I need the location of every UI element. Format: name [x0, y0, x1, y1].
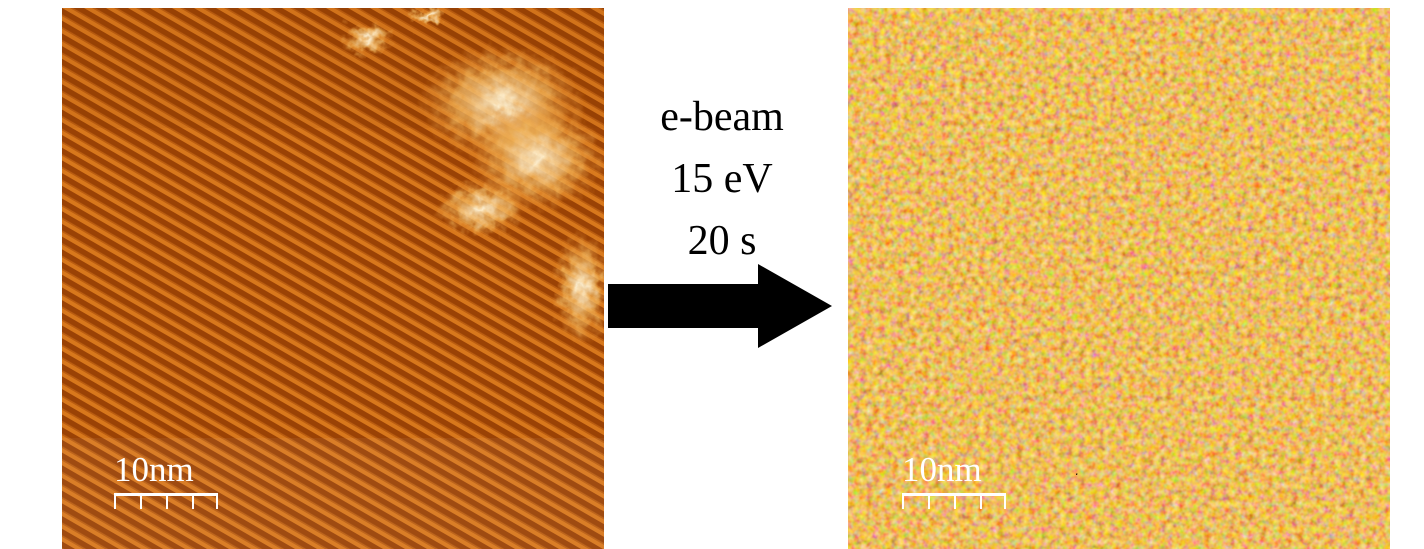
- stm-image-before-graphic: [62, 8, 604, 549]
- scale-bar-label-after: 10nm: [902, 450, 982, 489]
- process-method: e-beam: [660, 94, 784, 140]
- scale-bar-tick: [1004, 493, 1006, 509]
- scale-bar-tick: [140, 493, 142, 509]
- scale-bar-tick: [954, 493, 956, 509]
- process-energy: 15 eV: [671, 156, 773, 202]
- scale-bar-tick: [216, 493, 218, 509]
- scale-bar-label-before: 10nm: [114, 450, 194, 489]
- scale-bar-before: 10nm: [112, 452, 222, 512]
- stm-image-after: 10nm: [848, 8, 1390, 549]
- process-description: e-beam 15 eV 20 s: [612, 86, 832, 272]
- stm-image-before: 10nm: [62, 8, 604, 549]
- stm-image-after-graphic: [848, 8, 1390, 549]
- scale-bar-after: 10nm: [900, 452, 1010, 512]
- process-duration: 20 s: [687, 218, 757, 264]
- scale-bar-tick: [166, 493, 168, 509]
- scale-bar-tick: [902, 493, 904, 509]
- scale-bar-tick: [980, 493, 982, 509]
- right-arrow-icon: [608, 264, 832, 348]
- scale-bar-tick: [114, 493, 116, 509]
- scale-bar-tick: [928, 493, 930, 509]
- scale-bar-tick: [192, 493, 194, 509]
